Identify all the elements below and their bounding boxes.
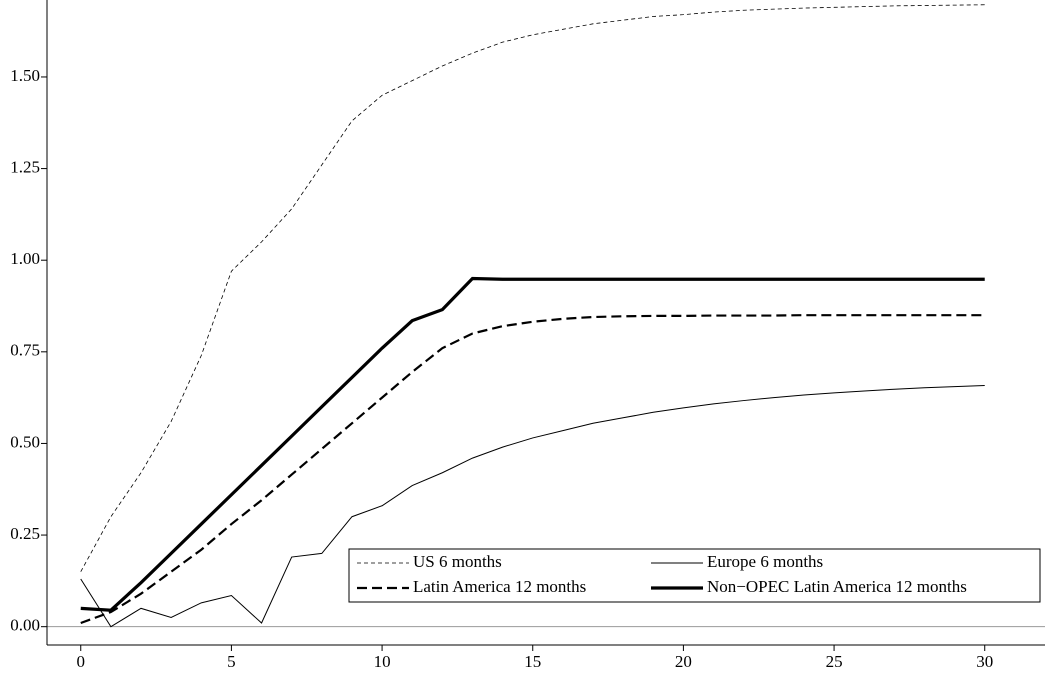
y-tick-label: 0.75 (10, 341, 40, 360)
x-tick-label: 20 (675, 652, 692, 671)
series-line (80, 276, 985, 612)
x-tick-label: 15 (524, 652, 541, 671)
legend-label: Non−OPEC Latin America 12 months (707, 577, 967, 596)
series-line (80, 385, 985, 628)
y-tick-label: 1.50 (10, 66, 40, 85)
series-line (80, 4, 985, 572)
legend-label: US 6 months (413, 552, 502, 571)
legend-box (348, 548, 1041, 603)
x-tick-label: 5 (227, 652, 236, 671)
legend-label: Latin America 12 months (413, 577, 586, 596)
x-tick-label: 25 (826, 652, 843, 671)
y-tick-label: 1.25 (10, 157, 40, 176)
x-tick-label: 30 (976, 652, 993, 671)
y-tick-label: 0.50 (10, 432, 40, 451)
y-tick-label: 0.00 (10, 616, 40, 635)
x-tick-label: 10 (374, 652, 391, 671)
legend: US 6 months Europe 6 months Latin America … (348, 548, 1041, 603)
y-tick-label: 0.25 (10, 524, 40, 543)
x-tick-label: 0 (76, 652, 85, 671)
legend-label: Europe 6 months (707, 552, 823, 571)
y-tick-label: 1.00 (10, 249, 40, 268)
series-line (80, 314, 985, 625)
